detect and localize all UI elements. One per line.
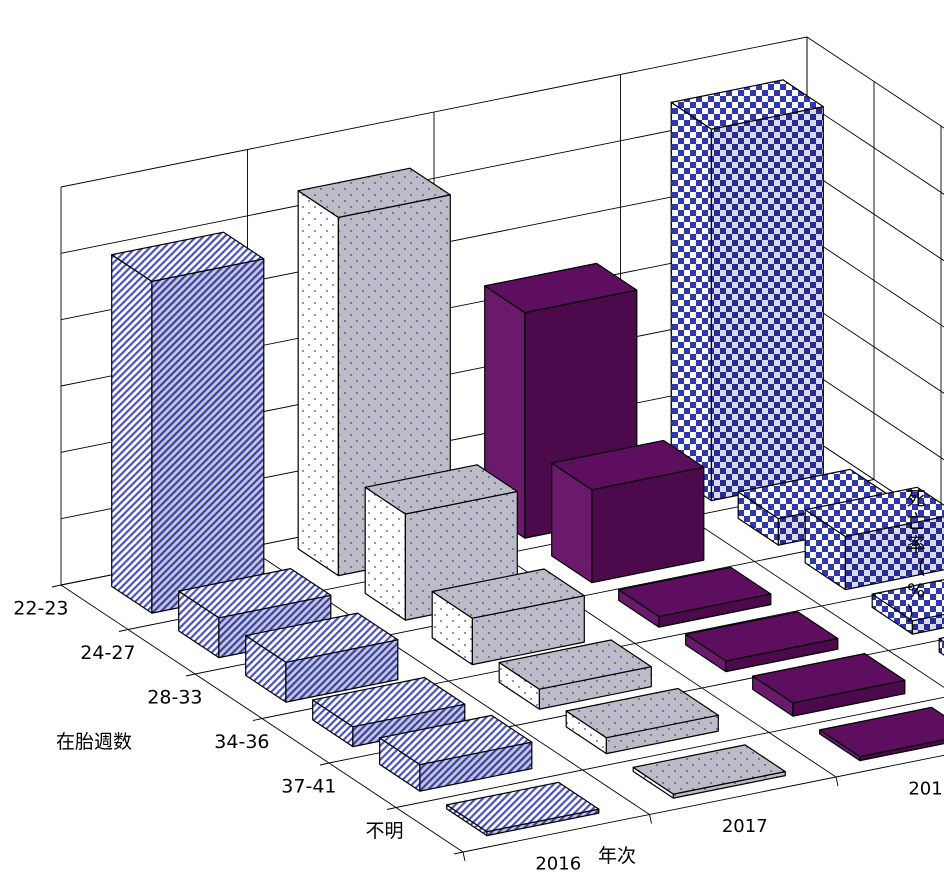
bar-top	[685, 611, 839, 662]
bar-top	[752, 652, 906, 704]
bar-top	[379, 714, 533, 766]
x-axis-title: 在胎週数	[56, 731, 132, 753]
bar-2017-28-33	[431, 568, 585, 666]
bar-top	[632, 744, 786, 795]
bar-top	[364, 464, 518, 515]
tick	[118, 629, 129, 632]
bar-top	[498, 639, 652, 690]
bar-2016-28-33	[245, 612, 399, 703]
floor-line	[806, 434, 944, 527]
bar-top	[245, 612, 399, 663]
y-tick-label: 2017	[722, 816, 768, 837]
bar-2018-24-27	[551, 439, 705, 584]
bar-2019-34-36	[871, 579, 944, 635]
y-axis-title: 年次	[598, 845, 636, 867]
bar-face	[938, 637, 944, 656]
bar-2016-37-41	[379, 714, 533, 792]
bar-top	[178, 567, 332, 619]
x-tick-label: 不明	[365, 820, 403, 842]
bar-face	[859, 739, 944, 762]
tick	[185, 673, 196, 677]
bar-face	[111, 254, 153, 614]
bar-face	[297, 190, 339, 577]
tick	[453, 851, 464, 855]
z-axis-title: 死亡率（%）	[906, 488, 925, 625]
tick	[252, 718, 263, 721]
tick	[319, 762, 330, 766]
tick	[386, 807, 397, 810]
bar-top	[819, 706, 944, 758]
bar-2017-37-41	[565, 687, 719, 755]
x-tick-label: 37-41	[281, 775, 336, 797]
tick	[649, 814, 652, 824]
bar-top	[938, 637, 944, 643]
bars-layer	[111, 79, 944, 837]
bar-top	[446, 781, 600, 833]
bar-face	[844, 516, 944, 591]
bar-2016-不明	[446, 781, 600, 837]
bar-2017-34-36	[498, 639, 652, 710]
grid-line	[60, 36, 944, 188]
bar-2018-28-33	[618, 566, 772, 628]
bar-2018-34-36	[685, 611, 839, 673]
x-tick-label: 28-33	[147, 686, 202, 708]
bar-face	[670, 101, 713, 502]
bar-2019-28-33	[804, 486, 944, 591]
bar-top	[804, 486, 944, 538]
tick	[835, 776, 839, 787]
bar-top	[297, 167, 451, 218]
bar-2016-34-36	[312, 676, 466, 748]
y-tick-label: 2018	[908, 778, 944, 799]
y-tick-label: 2016	[535, 853, 581, 874]
bar-top	[551, 439, 705, 491]
x-tick-label: 24-27	[80, 642, 135, 664]
x-tick-label: 22-23	[13, 597, 68, 619]
bar-top	[871, 579, 944, 622]
bar-top	[111, 231, 265, 282]
bar-2017-不明	[632, 744, 786, 799]
bar-2016-22-23	[111, 231, 265, 614]
bar-top	[670, 79, 824, 130]
bar-top	[565, 687, 719, 739]
bar-2018-37-41	[752, 652, 906, 717]
tick	[462, 851, 466, 862]
bar-top	[618, 566, 772, 618]
tick	[51, 584, 62, 588]
bar-top	[312, 676, 466, 728]
bar-2018-不明	[819, 706, 944, 762]
bar-face	[710, 105, 824, 502]
x-tick-label: 34-36	[214, 731, 269, 753]
bar-face	[151, 258, 265, 614]
labels-layer: 22-2324-2728-3334-3637-41不明2016201720182…	[13, 597, 944, 874]
bar-2019-37-41	[938, 637, 944, 656]
bar-2019-22-23	[670, 79, 824, 502]
bar-top	[484, 262, 638, 314]
bar-top	[431, 568, 585, 619]
